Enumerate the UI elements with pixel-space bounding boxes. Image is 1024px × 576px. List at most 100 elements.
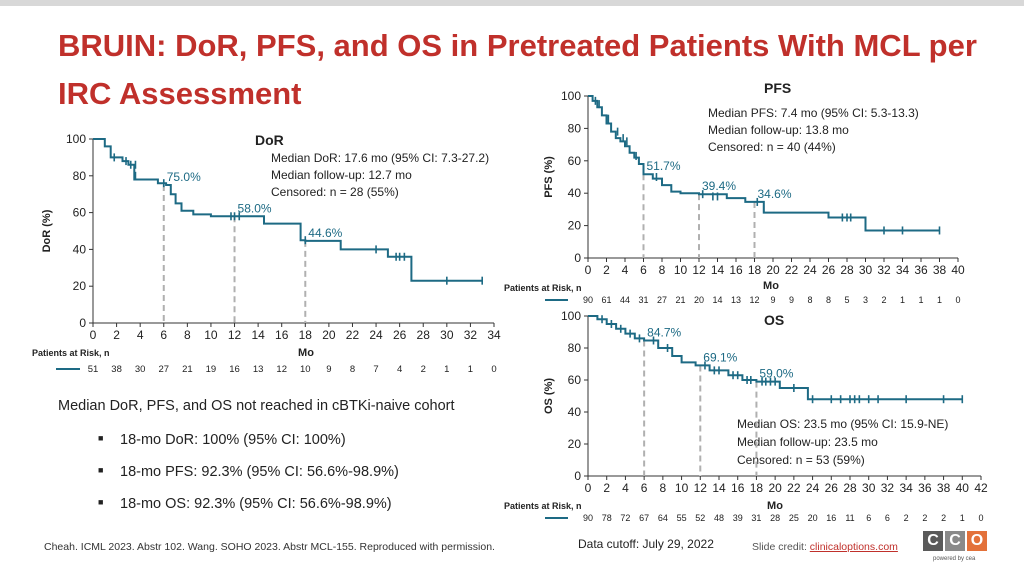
os-risk-count: 6 xyxy=(885,513,890,523)
pfs-y-tick-label: 100 xyxy=(561,89,581,103)
pfs-x-tick-label: 12 xyxy=(692,263,706,277)
dor-x-tick-label: 20 xyxy=(322,328,336,342)
dor-landmark-label: 58.0% xyxy=(238,201,272,215)
os-risk-count: 78 xyxy=(602,513,612,523)
os-x-tick-label: 8 xyxy=(660,481,667,495)
pfs-risk-count: 9 xyxy=(789,295,794,305)
logo-letter-1: C xyxy=(923,531,943,551)
os-x-tick-label: 42 xyxy=(974,481,988,495)
pfs-x-tick-label: 38 xyxy=(933,263,947,277)
dor-risk-count: 19 xyxy=(206,364,217,375)
os-risk-count: 67 xyxy=(639,513,649,523)
dor-risk-count: 12 xyxy=(276,364,287,375)
dor-y-tick-label: 20 xyxy=(73,279,87,293)
dor-y-tick-label: 80 xyxy=(73,169,87,183)
os-risk-count: 2 xyxy=(904,513,909,523)
dor-survival-curve xyxy=(93,138,483,282)
os-chart-title: OS xyxy=(764,312,784,328)
os-annotation-line: Censored: n = 53 (59%) xyxy=(737,453,865,467)
pfs-x-tick-label: 20 xyxy=(766,263,780,277)
pfs-y-tick-label: 60 xyxy=(568,154,582,168)
pfs-annotation-line: Median follow-up: 13.8 mo xyxy=(708,123,849,137)
dor-risk-table-label: Patients at Risk, n xyxy=(32,348,110,358)
pfs-x-tick-label: 28 xyxy=(840,263,854,277)
dor-x-tick-label: 4 xyxy=(137,328,144,342)
pfs-x-tick-label: 36 xyxy=(914,263,928,277)
pfs-risk-table-label: Patients at Risk, n xyxy=(504,283,582,293)
dor-risk-count: 2 xyxy=(421,364,426,375)
pfs-x-tick-label: 30 xyxy=(859,263,873,277)
os-risk-count: 72 xyxy=(620,513,630,523)
dor-risk-count: 7 xyxy=(373,364,378,375)
pfs-chart-title: PFS xyxy=(764,80,791,96)
os-x-tick-label: 4 xyxy=(622,481,629,495)
os-x-axis-label: Mo xyxy=(767,500,783,512)
cohort-summary: Median DoR, PFS, and OS not reached in c… xyxy=(58,398,455,528)
dor-risk-count: 27 xyxy=(158,364,169,375)
dor-risk-count: 9 xyxy=(326,364,331,375)
os-x-tick-label: 16 xyxy=(731,481,745,495)
logo-letter-3: O xyxy=(967,531,987,551)
pfs-x-tick-label: 10 xyxy=(674,263,688,277)
dor-risk-count: 16 xyxy=(229,364,240,375)
dor-y-tick-label: 100 xyxy=(66,132,86,146)
pfs-risk-count: 2 xyxy=(881,295,886,305)
os-x-tick-label: 2 xyxy=(603,481,610,495)
pfs-x-tick-label: 14 xyxy=(711,263,725,277)
os-risk-count: 31 xyxy=(751,513,761,523)
citation: Cheah. ICML 2023. Abstr 102. Wang. SOHO … xyxy=(44,541,495,553)
dor-x-tick-label: 12 xyxy=(228,328,242,342)
os-x-tick-label: 0 xyxy=(585,481,592,495)
logo-letter-2: C xyxy=(945,531,965,551)
os-x-tick-label: 40 xyxy=(956,481,970,495)
dor-annotation-line: Censored: n = 28 (55%) xyxy=(271,185,399,199)
pfs-x-tick-label: 6 xyxy=(640,263,647,277)
os-x-tick-label: 12 xyxy=(694,481,708,495)
dor-x-tick-label: 22 xyxy=(346,328,360,342)
os-x-tick-label: 10 xyxy=(675,481,689,495)
slide-credit: Slide credit: clinicaloptions.com xyxy=(752,541,898,553)
dor-risk-count: 4 xyxy=(397,364,402,375)
os-x-tick-label: 6 xyxy=(641,481,648,495)
dor-risk-count: 21 xyxy=(182,364,193,375)
os-y-tick-label: 80 xyxy=(568,341,582,355)
pfs-risk-count: 1 xyxy=(937,295,942,305)
credit-prefix: Slide credit: xyxy=(752,541,810,553)
cco-logo: C C O powered by cea xyxy=(923,531,987,567)
pfs-risk-count: 27 xyxy=(657,295,667,305)
pfs-risk-count: 0 xyxy=(955,295,960,305)
dor-risk-count: 8 xyxy=(350,364,355,375)
dor-x-tick-label: 30 xyxy=(440,328,454,342)
os-risk-count: 6 xyxy=(866,513,871,523)
credit-link[interactable]: clinicaloptions.com xyxy=(809,541,898,553)
os-y-tick-label: 60 xyxy=(568,373,582,387)
dor-risk-count: 38 xyxy=(111,364,122,375)
os-y-tick-label: 100 xyxy=(561,309,581,323)
summary-item-pfs: 18-mo PFS: 92.3% (95% CI: 56.6%-98.9%) xyxy=(98,464,455,480)
os-x-tick-label: 32 xyxy=(881,481,895,495)
dor-x-tick-label: 8 xyxy=(184,328,191,342)
os-annotation-line: Median OS: 23.5 mo (95% CI: 15.9-NE) xyxy=(737,417,948,431)
pfs-x-tick-label: 22 xyxy=(785,263,799,277)
os-x-tick-label: 36 xyxy=(918,481,932,495)
dor-x-tick-label: 26 xyxy=(393,328,407,342)
os-risk-count: 0 xyxy=(978,513,983,523)
os-risk-table-label: Patients at Risk, n xyxy=(504,501,582,511)
dor-x-tick-label: 10 xyxy=(204,328,218,342)
os-risk-count: 2 xyxy=(922,513,927,523)
os-y-tick-label: 20 xyxy=(568,437,582,451)
os-x-tick-label: 22 xyxy=(787,481,801,495)
pfs-x-tick-label: 4 xyxy=(622,263,629,277)
pfs-x-tick-label: 18 xyxy=(748,263,762,277)
os-risk-count: 52 xyxy=(695,513,705,523)
os-risk-count: 90 xyxy=(583,513,593,523)
os-risk-count: 48 xyxy=(714,513,724,523)
slide-title: BRUIN: DoR, PFS, and OS in Pretreated Pa… xyxy=(58,28,977,111)
dor-risk-count: 0 xyxy=(491,364,496,375)
os-risk-count: 39 xyxy=(733,513,743,523)
os-risk-count: 11 xyxy=(845,513,854,523)
dor-landmark-label: 44.6% xyxy=(308,226,342,240)
